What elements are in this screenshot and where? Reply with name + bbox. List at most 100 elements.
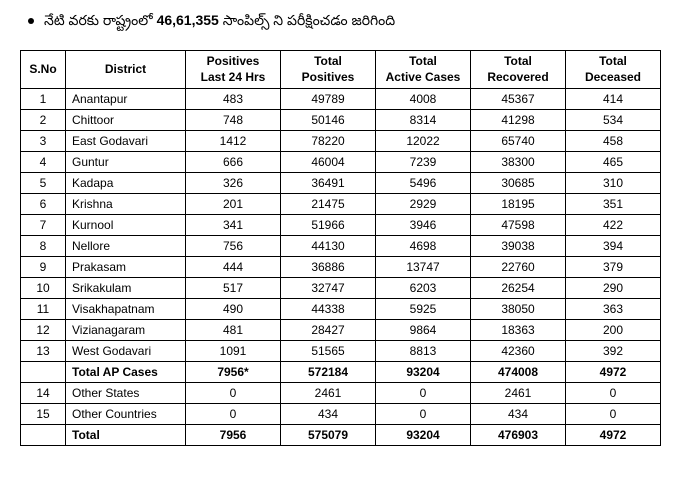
table-row: 6Krishna20121475292918195351 (21, 194, 661, 215)
cell-dc: 379 (566, 257, 661, 278)
table-body: 1Anantapur483497894008453674142Chittoor7… (21, 89, 661, 446)
cell-ac: 93204 (376, 362, 471, 383)
cell-rc: 18195 (471, 194, 566, 215)
cell-rc: 22760 (471, 257, 566, 278)
cell-p24: 0 (186, 383, 281, 404)
cell-rc: 42360 (471, 341, 566, 362)
table-row: 9Prakasam444368861374722760379 (21, 257, 661, 278)
cell-tp: 572184 (281, 362, 376, 383)
cell-p24: 1412 (186, 131, 281, 152)
cell-district: West Godavari (66, 341, 186, 362)
cell-tp: 28427 (281, 320, 376, 341)
cell-sno: 12 (21, 320, 66, 341)
bullet-suffix: సాంపిల్స్ ని పరీక్షించడం జరిగింది (219, 12, 395, 28)
cell-dc: 0 (566, 404, 661, 425)
cell-sno: 2 (21, 110, 66, 131)
cell-sno: 6 (21, 194, 66, 215)
cell-sno: 4 (21, 152, 66, 173)
cell-tp: 36886 (281, 257, 376, 278)
cell-rc: 18363 (471, 320, 566, 341)
cell-tp: 575079 (281, 425, 376, 446)
cell-rc: 41298 (471, 110, 566, 131)
cell-dc: 465 (566, 152, 661, 173)
ap-total-row: Total AP Cases7956*572184932044740084972 (21, 362, 661, 383)
cell-district: Kadapa (66, 173, 186, 194)
table-row: 5Kadapa32636491549630685310 (21, 173, 661, 194)
col-total-recovered: Total Recovered (471, 51, 566, 89)
cell-p24: 341 (186, 215, 281, 236)
table-row: 10Srikakulam51732747620326254290 (21, 278, 661, 299)
cell-sno: 5 (21, 173, 66, 194)
cell-p24: 7956 (186, 425, 281, 446)
cell-ac: 8813 (376, 341, 471, 362)
cell-district: Other Countries (66, 404, 186, 425)
cell-sno (21, 425, 66, 446)
cell-dc: 458 (566, 131, 661, 152)
cell-tp: 51966 (281, 215, 376, 236)
cell-ac: 9864 (376, 320, 471, 341)
header-bullet: నేటి వరకు రాష్ట్రంలో 46,61,355 సాంపిల్స్… (20, 12, 660, 32)
cell-tp: 21475 (281, 194, 376, 215)
cell-rc: 38300 (471, 152, 566, 173)
cell-district: Srikakulam (66, 278, 186, 299)
cell-district: Kurnool (66, 215, 186, 236)
cell-sno: 8 (21, 236, 66, 257)
cell-tp: 46004 (281, 152, 376, 173)
cell-dc: 200 (566, 320, 661, 341)
cell-dc: 4972 (566, 362, 661, 383)
cell-district: Other States (66, 383, 186, 404)
cell-district: Chittoor (66, 110, 186, 131)
bullet-dot (28, 18, 34, 24)
table-row: 7Kurnool34151966394647598422 (21, 215, 661, 236)
table-row: 2Chittoor74850146831441298534 (21, 110, 661, 131)
cell-ac: 93204 (376, 425, 471, 446)
cell-district: East Godavari (66, 131, 186, 152)
table-header-row: S.No District Positives Last 24 Hrs Tota… (21, 51, 661, 89)
cell-tp: 51565 (281, 341, 376, 362)
cell-ac: 2929 (376, 194, 471, 215)
table-row: 4Guntur66646004723938300465 (21, 152, 661, 173)
cell-sno: 9 (21, 257, 66, 278)
cell-total-label: Total AP Cases (66, 362, 186, 383)
cell-sno: 1 (21, 89, 66, 110)
cell-sno: 3 (21, 131, 66, 152)
cell-sno: 7 (21, 215, 66, 236)
cell-tp: 434 (281, 404, 376, 425)
district-cases-table: S.No District Positives Last 24 Hrs Tota… (20, 50, 661, 446)
cell-dc: 422 (566, 215, 661, 236)
cell-dc: 351 (566, 194, 661, 215)
cell-p24: 517 (186, 278, 281, 299)
cell-ac: 4008 (376, 89, 471, 110)
cell-p24: 756 (186, 236, 281, 257)
col-positives-24h: Positives Last 24 Hrs (186, 51, 281, 89)
cell-p24: 7956* (186, 362, 281, 383)
cell-p24: 1091 (186, 341, 281, 362)
cell-ac: 13747 (376, 257, 471, 278)
bullet-value: 46,61,355 (157, 12, 219, 28)
cell-dc: 534 (566, 110, 661, 131)
cell-sno (21, 362, 66, 383)
cell-p24: 444 (186, 257, 281, 278)
cell-tp: 78220 (281, 131, 376, 152)
cell-district: Nellore (66, 236, 186, 257)
cell-dc: 310 (566, 173, 661, 194)
cell-dc: 363 (566, 299, 661, 320)
cell-tp: 50146 (281, 110, 376, 131)
table-row: 14Other States02461024610 (21, 383, 661, 404)
cell-rc: 45367 (471, 89, 566, 110)
cell-p24: 0 (186, 404, 281, 425)
cell-sno: 13 (21, 341, 66, 362)
cell-p24: 326 (186, 173, 281, 194)
cell-rc: 65740 (471, 131, 566, 152)
cell-dc: 4972 (566, 425, 661, 446)
cell-sno: 15 (21, 404, 66, 425)
cell-district: Prakasam (66, 257, 186, 278)
cell-ac: 0 (376, 404, 471, 425)
cell-dc: 392 (566, 341, 661, 362)
cell-ac: 0 (376, 383, 471, 404)
cell-sno: 11 (21, 299, 66, 320)
cell-rc: 38050 (471, 299, 566, 320)
cell-ac: 7239 (376, 152, 471, 173)
cell-p24: 201 (186, 194, 281, 215)
cell-dc: 0 (566, 383, 661, 404)
